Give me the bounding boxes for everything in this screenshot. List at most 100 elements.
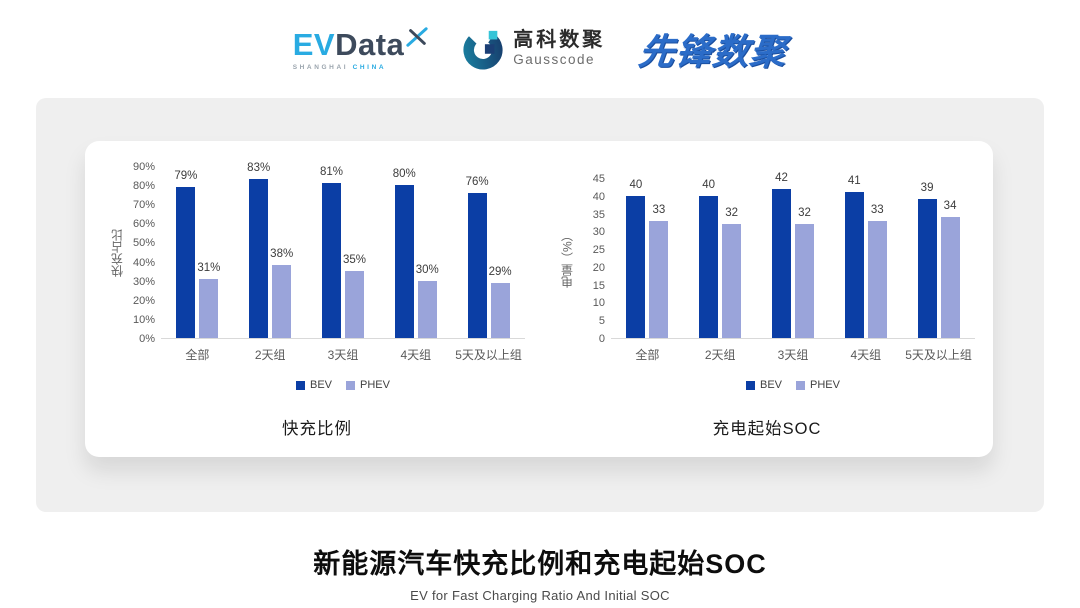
bar-group: 41 33 — [844, 175, 887, 338]
evdata-ev-text: EV — [292, 27, 336, 63]
bar-bev: 81% — [320, 166, 343, 338]
y-axis-ticks: 90% 80% 70% 60% 50% 40% 30% 20% 10% 0% — [125, 161, 161, 345]
bar-phev: 38% — [270, 248, 293, 338]
bar-value-label: 40 — [702, 178, 716, 191]
bar-value-label: 31% — [197, 261, 221, 274]
bar-phev: 31% — [197, 262, 220, 338]
bar-value-label: 33 — [652, 203, 666, 216]
legend-item-phev: PHEV — [346, 379, 390, 391]
x-category-label: 2天组 — [254, 348, 286, 362]
charts-row: 快充占比 90% 80% 70% 60% 50% 40% 30% 20% 10% 0% 79% 31… — [109, 161, 975, 439]
x-category-label: 全部 — [185, 348, 210, 362]
bar-phev: 33 — [867, 204, 887, 338]
bar-bev: 40 — [699, 179, 719, 338]
chart-body: 电量（%） 45 40 35 30 25 20 15 10 5 0 40 33 40 32 42 32 41 3… — [559, 172, 975, 391]
legend-label: BEV — [760, 379, 783, 391]
gausscode-en: Gausscode — [513, 52, 596, 68]
legend-item-bev: BEV — [746, 379, 782, 391]
plot-area: 40 33 40 32 42 32 41 33 39 34 — [611, 172, 975, 339]
x-category-label: 4天组 — [850, 348, 882, 362]
bar-value-label: 34 — [943, 200, 957, 213]
evdata-data-text: Data — [335, 27, 405, 63]
bar-group: 42 32 — [771, 172, 814, 338]
bar-value-label: 30% — [415, 263, 439, 276]
gausscode-logo: 高科数聚 Gausscode — [462, 28, 605, 70]
bar-group: 80% 30% — [393, 168, 439, 338]
y-tick-label: 10% — [132, 313, 155, 326]
x-category-label: 3天组 — [327, 348, 359, 362]
bar-group: 40 33 — [626, 179, 669, 338]
bar-value-label: 81% — [319, 166, 343, 179]
bar-value-label: 33 — [870, 203, 884, 216]
bar-value-label: 39 — [920, 182, 934, 195]
bar-bev: 76% — [466, 176, 489, 338]
initial-soc-chart: 电量（%） 45 40 35 30 25 20 15 10 5 0 40 33 40 32 42 32 41 3… — [559, 172, 975, 439]
gausscode-cn: 高科数聚 — [513, 29, 606, 52]
bar-phev: 30% — [416, 264, 439, 338]
bar-value-label: 29% — [488, 265, 512, 278]
y-axis-ticks: 45 40 35 30 25 20 15 10 5 0 — [575, 173, 611, 345]
evdata-subtext: SHANGHAI CHINA — [293, 65, 429, 72]
y-tick-label: 90% — [132, 161, 155, 173]
x-category-label: 5天及以上组 — [455, 348, 522, 362]
legend-swatch — [346, 380, 356, 390]
y-tick-label: 45 — [592, 173, 605, 185]
bar-value-label: 38% — [270, 248, 294, 261]
y-tick-label: 0 — [598, 333, 605, 345]
legend: BEV PHEV — [161, 379, 525, 391]
footer: 新能源汽车快充比例和充电起始SOC EV for Fast Charging R… — [0, 542, 1080, 603]
x-axis-labels: 全部 2天组 3天组 4天组 5天及以上组 — [161, 346, 525, 363]
x-category-label: 2天组 — [704, 348, 736, 362]
page-title: 新能源汽车快充比例和充电起始SOC — [313, 549, 767, 579]
gausscode-g-icon — [463, 30, 503, 70]
fast-charge-ratio-chart: 快充占比 90% 80% 70% 60% 50% 40% 30% 20% 10% 0% 79% 31… — [109, 161, 525, 439]
y-tick-label: 30% — [132, 275, 155, 288]
bar-value-label: 41 — [847, 175, 861, 188]
y-tick-label: 40 — [592, 190, 605, 203]
bar-bev: 42 — [771, 172, 791, 338]
bar-phev: 32 — [794, 207, 814, 338]
legend-swatch — [746, 380, 755, 390]
y-tick-label: 30 — [592, 226, 605, 239]
y-tick-label: 0% — [139, 333, 155, 345]
evdata-shanghai: SHANGHAI — [292, 64, 349, 72]
bar-value-label: 80% — [392, 168, 416, 181]
bar-group: 81% 35% — [320, 166, 366, 338]
legend-swatch — [796, 380, 806, 390]
bar-bev: 80% — [393, 168, 416, 338]
bar-phev: 32 — [722, 207, 742, 338]
y-tick-label: 25 — [592, 244, 605, 257]
x-category-label: 4天组 — [400, 348, 432, 362]
bar-bev: 39 — [917, 182, 937, 338]
bar-group: 39 34 — [917, 182, 960, 338]
y-axis-title: 电量（%） — [560, 229, 575, 289]
bar-bev: 83% — [247, 162, 270, 338]
page-subtitle: EV for Fast Charging Ratio And Initial S… — [410, 588, 670, 603]
y-tick-label: 80% — [132, 180, 155, 193]
legend-label: BEV — [310, 379, 333, 391]
y-tick-label: 70% — [132, 199, 155, 212]
chart-body: 快充占比 90% 80% 70% 60% 50% 40% 30% 20% 10% 0% 79% 31… — [109, 161, 525, 391]
chart-title: 快充比例 — [282, 420, 352, 438]
x-category-label: 5天及以上组 — [905, 348, 972, 362]
bar-group: 83% 38% — [247, 162, 293, 338]
evdata-china: CHINA — [352, 64, 387, 72]
bar-value-label: 42 — [775, 171, 788, 184]
y-tick-label: 20 — [592, 261, 605, 274]
legend-item-bev: BEV — [296, 379, 332, 391]
chart-card: 快充占比 90% 80% 70% 60% 50% 40% 30% 20% 10% 0% 79% 31… — [85, 141, 993, 457]
legend-label: PHEV — [810, 379, 840, 391]
legend: BEV PHEV — [611, 379, 975, 391]
bar-value-label: 83% — [247, 162, 271, 175]
bar-value-label: 79% — [174, 170, 198, 183]
y-tick-label: 50% — [132, 237, 155, 250]
bar-value-label: 76% — [465, 175, 489, 188]
bar-value-label: 40 — [629, 178, 643, 191]
evdata-logo: EV Data SHANGHAI CHINA — [293, 26, 429, 72]
bar-value-label: 32 — [725, 207, 739, 220]
y-tick-label: 5 — [598, 315, 605, 328]
x-category-label: 全部 — [635, 348, 660, 362]
bar-bev: 41 — [844, 175, 864, 338]
plot-column: 79% 31% 83% 38% 81% 35% 80% 30% 76% 29% 全部 2天组 3天组 4… — [161, 162, 525, 391]
x-category-label: 3天组 — [777, 348, 809, 362]
